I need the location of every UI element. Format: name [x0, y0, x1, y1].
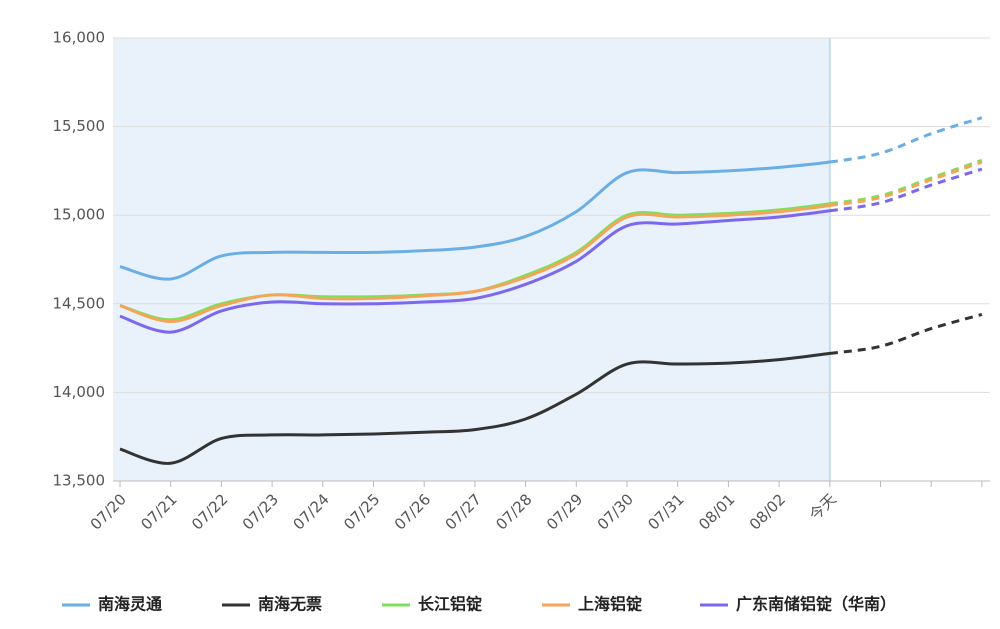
x-tick-label: 07/27 [442, 490, 485, 533]
series-line [119, 167, 983, 334]
history-area [113, 38, 830, 481]
x-tick-label: 07/30 [594, 490, 637, 533]
legend-item[interactable]: 长江铝锭 [382, 595, 482, 614]
x-tick-label: 07/28 [492, 490, 535, 533]
x-tick-label: 07/29 [543, 490, 586, 533]
legend-item[interactable]: 南海无票 [222, 595, 322, 614]
y-tick-label: 16,000 [53, 29, 106, 47]
series-line [119, 116, 983, 281]
x-tick-label: 07/21 [137, 490, 180, 533]
legend-item[interactable]: 南海灵通 [62, 595, 162, 614]
y-tick-label: 15,000 [53, 206, 106, 224]
legend-item[interactable]: 上海铝锭 [542, 595, 642, 614]
legend: 南海灵通 南海无票 长江铝锭 上海铝锭 广东南储铝锭（华南） [62, 595, 896, 614]
y-tick-label: 14,500 [53, 294, 106, 312]
legend-label: 南海无票 [258, 595, 322, 614]
legend-label: 南海灵通 [98, 595, 162, 614]
legend-label: 上海铝锭 [578, 595, 642, 614]
legend-label: 广东南储铝锭（华南） [736, 595, 896, 614]
x-tick-label: 07/25 [340, 490, 383, 533]
x-tick-label: 07/26 [391, 490, 434, 533]
series-line [119, 312, 983, 465]
legend-label: 长江铝锭 [418, 595, 482, 614]
x-tick-label: 07/22 [188, 490, 231, 533]
series-line [119, 160, 983, 324]
legend-item[interactable]: 广东南储铝锭（华南） [700, 595, 896, 614]
x-tick-label: 08/02 [746, 490, 789, 533]
x-tick-label: 07/31 [644, 490, 687, 533]
y-tick-label: 14,000 [53, 383, 106, 401]
x-tick-label: 07/23 [239, 490, 282, 533]
x-tick-label: 今天 [806, 490, 840, 524]
x-tick-label: 08/01 [695, 490, 738, 533]
y-tick-label: 13,500 [53, 472, 106, 490]
x-tick-label: 07/24 [290, 490, 333, 533]
y-tick-label: 15,500 [53, 117, 106, 135]
x-tick-label: 07/20 [87, 490, 130, 533]
